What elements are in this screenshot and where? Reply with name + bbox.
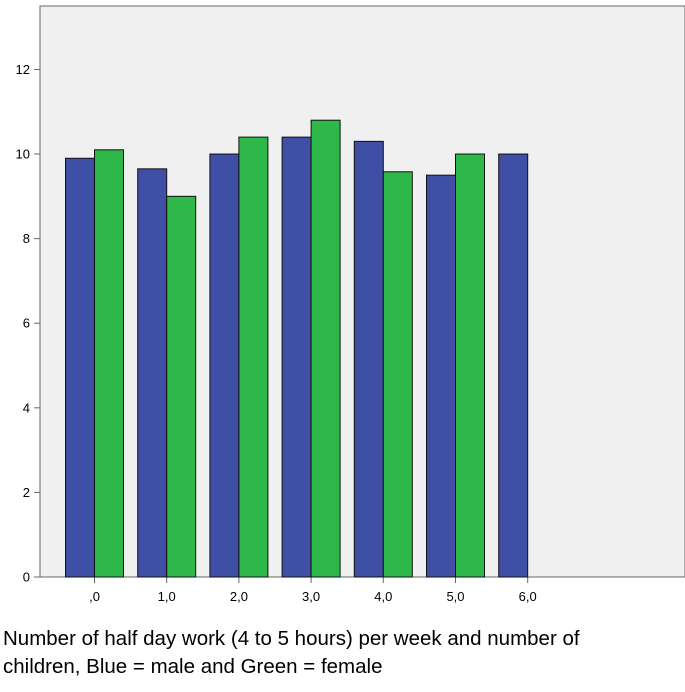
female-bar-5 [455,153,485,578]
female-bar-1 [166,195,197,578]
x-tick-label: 4,0 [374,589,392,604]
x-tick-label: 2,0 [230,589,248,604]
y-tick-label: 12 [16,62,30,77]
x-tick-label: 5,0 [446,589,464,604]
female-bar-4 [382,171,413,578]
y-axis: 0 2 4 6 8 10 12 [16,62,40,585]
female-bar-0 [94,149,124,578]
male-bar-0 [65,157,95,578]
male-bar-6 [498,153,529,578]
x-tick-label: 1,0 [158,589,176,604]
y-tick-label: 0 [23,570,30,585]
x-axis: ,0 1,0 2,0 3,0 4,0 5,0 6,0 [89,577,537,604]
caption-line-2: children, Blue = male and Green = female [3,655,383,678]
male-bar-5 [426,174,456,578]
female-bar-2 [238,136,269,578]
bar-chart: 0 2 4 6 8 10 12 ,0 1,0 2,0 3,0 4,0 5,0 6,0 [16,5,685,604]
female-bar-3 [310,119,341,578]
y-tick-label: 2 [23,485,30,500]
male-bar-1 [137,168,168,578]
y-tick-label: 10 [16,147,30,162]
x-tick-label: 3,0 [302,589,320,604]
figure-caption: Number of half day work (4 to 5 hours) p… [3,625,683,681]
y-tick-label: 8 [23,231,30,246]
y-tick-label: 6 [23,316,30,331]
y-tick-label: 4 [23,400,30,415]
x-tick-label: 6,0 [519,589,537,604]
male-bar-3 [281,136,312,578]
x-tick-label: ,0 [89,589,100,604]
male-bar-4 [353,140,384,578]
male-bar-2 [209,153,240,578]
bars [65,119,529,578]
caption-line-1: Number of half day work (4 to 5 hours) p… [3,627,580,650]
